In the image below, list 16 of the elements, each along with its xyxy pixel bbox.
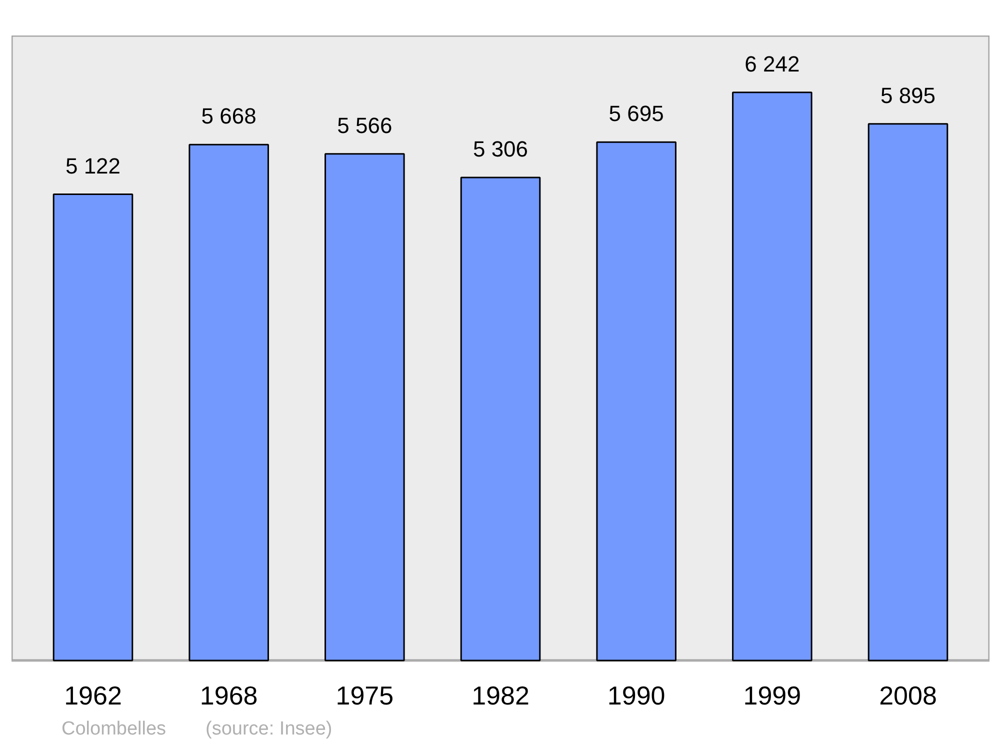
- data-label: 5 122: [65, 153, 121, 178]
- x-tick-label: 1975: [336, 680, 394, 710]
- data-label: 6 242: [744, 51, 800, 76]
- x-tick-label: 1990: [607, 680, 666, 710]
- text: Colombelles: [62, 718, 166, 740]
- data-label: 5 668: [201, 104, 256, 129]
- data-label: 5 566: [337, 112, 392, 138]
- data-label: 5 306: [472, 136, 528, 162]
- x-tick-label: 1999: [743, 680, 802, 710]
- x-tick-label: 1962: [64, 680, 122, 710]
- x-tick-label: 2008: [879, 680, 937, 710]
- data-label: 5 895: [880, 82, 936, 108]
- x-tick-label: 1968: [200, 680, 258, 710]
- data-label: 5 695: [608, 101, 664, 126]
- x-tick-label: 1982: [472, 680, 530, 710]
- text: (source: Insee): [206, 718, 332, 740]
